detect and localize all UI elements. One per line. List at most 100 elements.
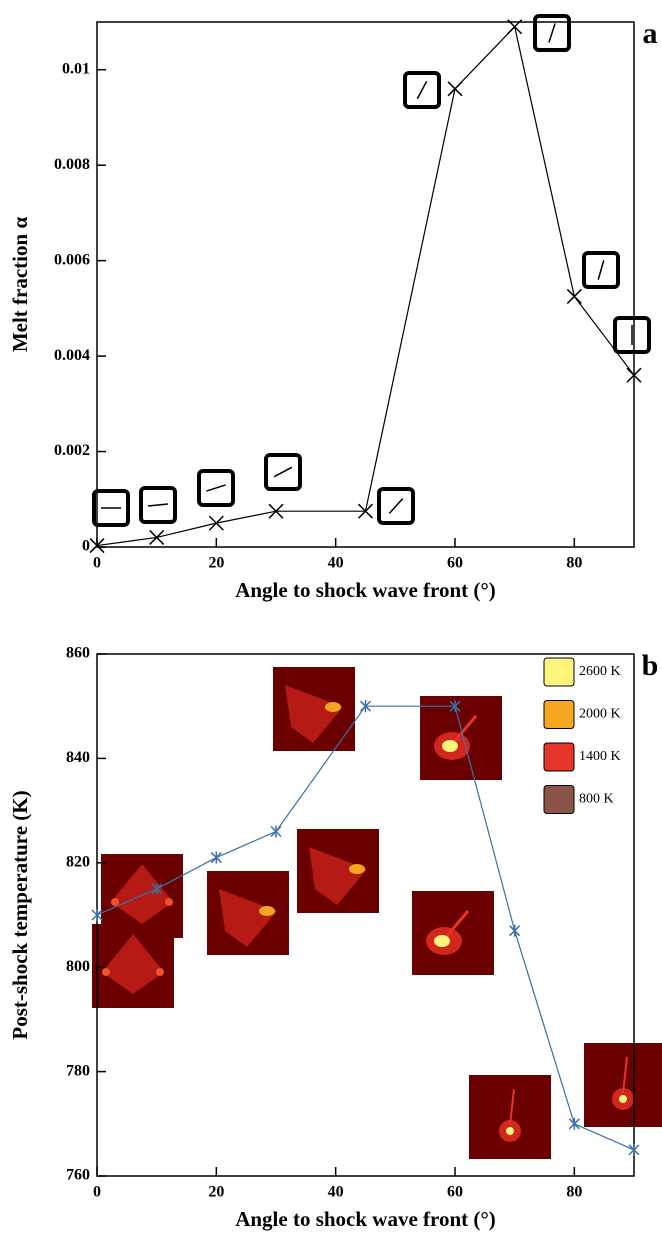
data-point <box>509 924 521 937</box>
inset-image <box>469 1075 551 1159</box>
x-tick-label: 80 <box>566 1184 582 1201</box>
data-point <box>626 367 642 383</box>
x-axis-label: Angle to shock wave front (°) <box>235 1207 496 1231</box>
y-tick-label: 0 <box>82 538 90 555</box>
x-tick-label: 20 <box>208 1184 224 1201</box>
x-tick-label: 20 <box>208 555 224 572</box>
image-hot <box>156 968 164 976</box>
legend-label: 1400 K <box>579 749 621 764</box>
inset-icon <box>582 251 620 289</box>
x-tick-label: 40 <box>328 555 344 572</box>
image-hot <box>349 864 365 874</box>
marker-stroke <box>149 529 165 545</box>
icon-line <box>388 498 404 514</box>
x-tick-label: 60 <box>447 1184 463 1201</box>
icon-line <box>273 466 293 478</box>
data-point <box>568 1117 580 1130</box>
data-point <box>208 515 224 531</box>
data-point <box>447 81 463 97</box>
inset-image <box>273 667 355 751</box>
marker-stroke <box>566 288 582 304</box>
inset-icon <box>613 316 651 354</box>
x-tick-label: 0 <box>93 1184 101 1201</box>
plot-frame <box>96 21 635 548</box>
image-tail <box>452 715 478 743</box>
legend-swatch <box>543 700 575 729</box>
image-shape <box>219 889 277 947</box>
image-shape <box>111 864 173 924</box>
legend-label: 800 K <box>579 792 614 807</box>
inset-icon <box>139 486 177 524</box>
data-point <box>628 1143 640 1156</box>
inset-image <box>297 829 379 913</box>
image-hot <box>442 740 458 752</box>
data-point <box>270 825 282 838</box>
legend-swatch <box>543 657 575 687</box>
inset-icon <box>92 489 130 527</box>
y-tick-label: 760 <box>66 1167 90 1184</box>
data-point <box>359 700 372 713</box>
y-tick-label: 0.006 <box>54 251 90 268</box>
y-tick-label: 0.002 <box>54 442 90 459</box>
image-hot <box>111 898 119 906</box>
y-axis-label: Melt fraction α <box>8 217 32 353</box>
panel-label: a <box>643 17 658 50</box>
inset-image <box>207 871 289 955</box>
y-tick-label: 780 <box>66 1062 90 1079</box>
image-hot <box>102 968 110 976</box>
image-shape <box>285 685 343 743</box>
x-tick-label: 0 <box>93 555 101 572</box>
y-tick-label: 820 <box>66 853 90 870</box>
x-axis-label: Angle to shock wave front (°) <box>235 578 496 602</box>
icon-line <box>416 80 428 100</box>
panel-label: b <box>642 649 659 682</box>
image-tail <box>509 1088 515 1126</box>
x-tick-label: 60 <box>447 555 463 572</box>
y-tick-label: 0.008 <box>54 156 90 173</box>
image-hot <box>259 906 275 916</box>
inset-image <box>584 1043 662 1127</box>
image-hot <box>165 898 173 906</box>
icon-line <box>147 503 169 507</box>
data-point <box>449 700 461 713</box>
marker-stroke <box>357 503 374 519</box>
image-shape <box>309 847 367 905</box>
image-tail <box>622 1056 628 1094</box>
icon-line <box>597 260 605 280</box>
y-tick-label: 0.004 <box>54 347 90 364</box>
inset-icon <box>197 469 235 507</box>
image-hot <box>506 1127 514 1135</box>
data-point <box>507 19 523 35</box>
legend-label: 2600 K <box>579 664 621 679</box>
marker-stroke <box>447 81 463 97</box>
inset-icon <box>377 487 415 525</box>
data-point <box>151 882 163 895</box>
marker-stroke <box>268 503 284 519</box>
data-point <box>210 851 222 864</box>
inset-icon <box>403 71 441 109</box>
x-tick-label: 80 <box>566 555 582 572</box>
legend-swatch <box>543 742 575 772</box>
icon-line <box>206 484 226 492</box>
x-tick-label: 40 <box>328 1184 344 1201</box>
y-tick-label: 0.01 <box>62 60 90 77</box>
inset-image <box>420 696 502 780</box>
marker-stroke <box>507 19 523 35</box>
icon-line <box>548 23 556 43</box>
series-line <box>96 25 635 547</box>
y-tick-label: 860 <box>66 645 90 662</box>
inset-icon <box>264 453 302 491</box>
image-tail <box>444 910 470 938</box>
data-point <box>357 503 374 519</box>
legend-swatch <box>543 785 575 814</box>
inset-icon <box>533 14 571 52</box>
inset-image <box>412 891 494 975</box>
legend-label: 2000 K <box>579 707 621 722</box>
y-axis-label: Post-shock temperature (K) <box>8 790 32 1039</box>
marker-stroke <box>208 515 224 531</box>
marker-stroke <box>89 538 105 554</box>
data-point <box>268 503 284 519</box>
y-tick-label: 800 <box>66 958 90 975</box>
y-tick-label: 840 <box>66 749 90 766</box>
